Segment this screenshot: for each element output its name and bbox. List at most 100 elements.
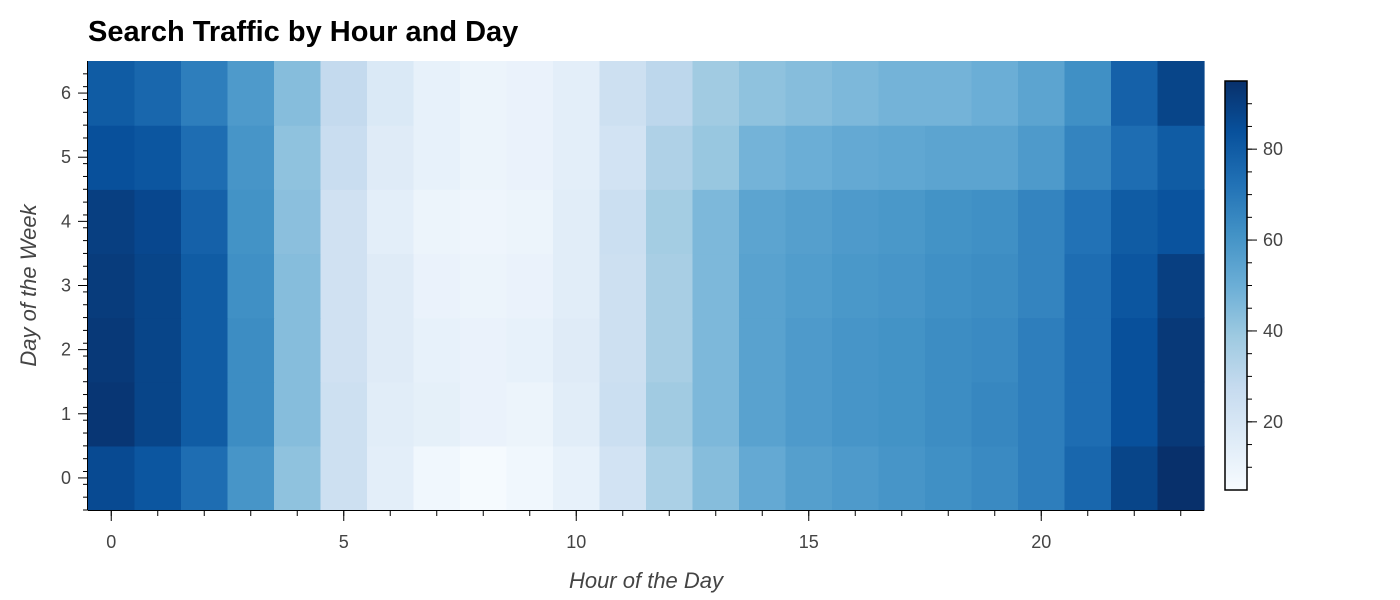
- heatmap-cell: [320, 253, 368, 319]
- heatmap-cell: [925, 381, 973, 447]
- heatmap-cell: [785, 445, 833, 511]
- heatmap-cell: [599, 381, 647, 447]
- heatmap-cell: [1111, 125, 1159, 190]
- heatmap-cell: [506, 61, 554, 126]
- heatmap-cell: [181, 189, 229, 255]
- heatmap-cell: [227, 61, 275, 126]
- heatmap-cells: [88, 61, 1205, 511]
- heatmap-cell: [878, 381, 926, 447]
- chart-title: Search Traffic by Hour and Day: [88, 16, 519, 48]
- heatmap-cell: [878, 317, 926, 383]
- heatmap-cell: [134, 189, 182, 255]
- heatmap-cell: [925, 253, 973, 319]
- y-axis: 0 1 2 3 4 5 6: [61, 61, 88, 511]
- heatmap-cell: [599, 189, 647, 255]
- heatmap-cell: [274, 317, 322, 383]
- y-tick-label: 2: [61, 340, 71, 360]
- heatmap-cell: [413, 381, 461, 447]
- heatmap-cell: [274, 253, 322, 319]
- heatmap-cell: [646, 381, 694, 447]
- heatmap-cell: [1064, 189, 1112, 255]
- heatmap-cell: [88, 253, 136, 319]
- heatmap-cell: [1157, 445, 1205, 511]
- heatmap-cell: [832, 253, 880, 319]
- heatmap-cell: [413, 125, 461, 190]
- heatmap-cell: [971, 253, 1019, 319]
- heatmap-cell: [599, 317, 647, 383]
- heatmap-cell: [739, 381, 787, 447]
- heatmap-cell: [553, 253, 601, 319]
- heatmap-cell: [1018, 445, 1066, 511]
- heatmap-cell: [506, 317, 554, 383]
- heatmap-cell: [88, 125, 136, 190]
- heatmap-cell: [1064, 445, 1112, 511]
- y-tick-label: 5: [61, 147, 71, 167]
- heatmap-cell: [646, 445, 694, 511]
- heatmap-cell: [1157, 381, 1205, 447]
- heatmap-cell: [227, 189, 275, 255]
- x-tick-label: 20: [1031, 532, 1051, 552]
- heatmap-cell: [971, 125, 1019, 190]
- colorbar-gradient: [1224, 80, 1248, 491]
- heatmap-cell: [739, 189, 787, 255]
- heatmap-cell: [1064, 317, 1112, 383]
- heatmap-cell: [692, 317, 740, 383]
- heatmap-cell: [181, 61, 229, 126]
- x-tick-label: 10: [566, 532, 586, 552]
- heatmap-cell: [460, 253, 508, 319]
- heatmap-cell: [739, 61, 787, 126]
- heatmap-cell: [134, 445, 182, 511]
- heatmap-cell: [878, 445, 926, 511]
- heatmap-cell: [181, 125, 229, 190]
- heatmap-cell: [460, 317, 508, 383]
- heatmap-cell: [971, 317, 1019, 383]
- heatmap-cell: [553, 381, 601, 447]
- heatmap-cell: [367, 445, 415, 511]
- x-tick-label: 0: [106, 532, 116, 552]
- heatmap-cell: [1018, 317, 1066, 383]
- heatmap-cell: [832, 61, 880, 126]
- heatmap-cell: [274, 189, 322, 255]
- heatmap-cell: [553, 125, 601, 190]
- heatmap-cell: [320, 125, 368, 190]
- heatmap-cell: [227, 253, 275, 319]
- heatmap-cell: [925, 125, 973, 190]
- heatmap-cell: [181, 381, 229, 447]
- heatmap-cell: [739, 125, 787, 190]
- heatmap-cell: [599, 253, 647, 319]
- x-tick-label: 5: [339, 532, 349, 552]
- heatmap-cell: [785, 253, 833, 319]
- heatmap-cell: [227, 445, 275, 511]
- heatmap-cell: [367, 381, 415, 447]
- heatmap-cell: [413, 253, 461, 319]
- heatmap-cell: [925, 61, 973, 126]
- heatmap-cell: [367, 125, 415, 190]
- heatmap-cell: [506, 125, 554, 190]
- y-tick-label: 3: [61, 276, 71, 296]
- heatmap-cell: [739, 445, 787, 511]
- heatmap-cell: [367, 61, 415, 126]
- heatmap-cell: [692, 125, 740, 190]
- heatmap-cell: [134, 381, 182, 447]
- heatmap-cell: [134, 61, 182, 126]
- y-tick-label: 0: [61, 468, 71, 488]
- heatmap-cell: [460, 189, 508, 255]
- heatmap-cell: [181, 445, 229, 511]
- heatmap-cell: [320, 61, 368, 126]
- heatmap-cell: [646, 253, 694, 319]
- heatmap-cell: [320, 189, 368, 255]
- heatmap-cell: [692, 189, 740, 255]
- heatmap-cell: [553, 61, 601, 126]
- heatmap-cell: [1111, 253, 1159, 319]
- heatmap-cell: [1157, 125, 1205, 190]
- heatmap-cell: [367, 253, 415, 319]
- heatmap-cell: [460, 125, 508, 190]
- heatmap-cell: [1064, 125, 1112, 190]
- heatmap-cell: [832, 317, 880, 383]
- heatmap-cell: [925, 445, 973, 511]
- heatmap-cell: [692, 445, 740, 511]
- heatmap-cell: [1111, 445, 1159, 511]
- y-tick-label: 1: [61, 404, 71, 424]
